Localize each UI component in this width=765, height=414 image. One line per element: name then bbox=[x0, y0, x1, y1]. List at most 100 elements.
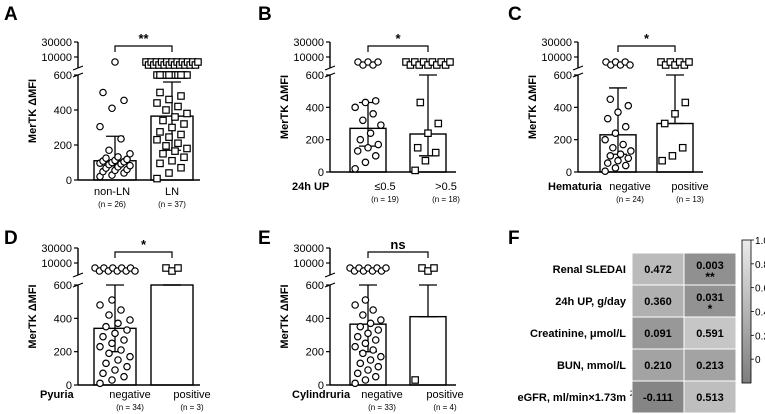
y-tick-label: 30000 bbox=[541, 37, 572, 49]
y-tick-label: 600 bbox=[54, 70, 72, 82]
data-point bbox=[177, 130, 185, 139]
data-point bbox=[165, 169, 173, 177]
data-point bbox=[366, 356, 375, 364]
cell-value: 0.210 bbox=[644, 360, 672, 372]
data-point bbox=[120, 96, 128, 105]
data-point bbox=[96, 301, 104, 309]
data-point bbox=[374, 58, 382, 66]
panel-label-F: F bbox=[508, 228, 520, 249]
data-point bbox=[431, 148, 440, 157]
category-label: >0.5 bbox=[435, 181, 457, 193]
category-label: negative bbox=[609, 181, 651, 193]
data-point bbox=[603, 114, 612, 123]
data-point bbox=[624, 101, 633, 110]
data-point bbox=[356, 135, 365, 144]
cell-value: 0.213 bbox=[696, 360, 724, 372]
y-axis-label: MerTK ΔMFI bbox=[279, 284, 291, 348]
y-tick-label: 600 bbox=[554, 70, 572, 82]
data-point bbox=[374, 362, 383, 371]
data-point bbox=[117, 135, 125, 143]
data-point bbox=[99, 88, 107, 97]
data-point bbox=[105, 349, 113, 358]
data-point bbox=[177, 71, 185, 79]
axis-break-mark bbox=[324, 272, 336, 278]
data-point bbox=[123, 362, 131, 371]
data-point bbox=[165, 133, 173, 141]
category-label: negative bbox=[361, 389, 403, 401]
data-point bbox=[165, 95, 173, 104]
significance-bracket bbox=[617, 45, 676, 52]
cell-value: 0.003 bbox=[696, 260, 724, 272]
data-point bbox=[369, 110, 377, 118]
data-point bbox=[668, 152, 677, 160]
row-label: 24h UP, g/day bbox=[555, 296, 627, 308]
data-point bbox=[111, 58, 119, 66]
data-point bbox=[606, 95, 615, 104]
heatmap-cell bbox=[683, 316, 737, 350]
colorbar-tick-label: 0.4 bbox=[755, 308, 765, 319]
bar-E-1 bbox=[409, 315, 447, 386]
data-point bbox=[416, 98, 425, 107]
data-point bbox=[601, 167, 609, 175]
data-point bbox=[371, 372, 380, 381]
cell-value: 0.472 bbox=[644, 264, 672, 276]
data-point bbox=[99, 369, 107, 378]
row-label: eGFR, ml/min×1.73m bbox=[517, 392, 626, 404]
data-point bbox=[371, 152, 380, 160]
data-point bbox=[351, 103, 359, 112]
data-point bbox=[96, 122, 104, 131]
data-point bbox=[626, 61, 634, 69]
heatmap-cell bbox=[631, 348, 685, 382]
data-point bbox=[374, 140, 383, 149]
data-point bbox=[364, 329, 372, 338]
data-point bbox=[413, 143, 422, 152]
data-point bbox=[162, 142, 170, 150]
data-point bbox=[168, 156, 176, 165]
y-tick-label: 0 bbox=[318, 167, 324, 179]
data-point bbox=[369, 306, 377, 314]
category-label: non-LN bbox=[94, 186, 130, 198]
data-point bbox=[99, 332, 107, 341]
y-axis-label: MerTK ΔMFI bbox=[27, 79, 39, 143]
row-label: Creatinine, μmol/L bbox=[530, 328, 626, 340]
n-label: (n = 13) bbox=[676, 195, 704, 204]
y-tick-label: 200 bbox=[306, 135, 324, 147]
data-point bbox=[105, 311, 113, 319]
data-point bbox=[364, 143, 372, 152]
data-point bbox=[120, 336, 128, 344]
y-tick-label: 10000 bbox=[541, 52, 572, 64]
data-point bbox=[117, 306, 125, 314]
category-label: positive bbox=[173, 389, 210, 401]
data-point bbox=[606, 152, 615, 160]
data-point bbox=[369, 346, 377, 354]
category-label: LN bbox=[165, 186, 179, 198]
colorbar-tick-label: 1.0 bbox=[755, 236, 765, 247]
data-point bbox=[424, 129, 432, 138]
significance-bracket bbox=[114, 45, 173, 52]
cell-value: -0.111 bbox=[643, 392, 673, 404]
data-point bbox=[159, 149, 167, 158]
y-tick-label: 30000 bbox=[41, 243, 72, 255]
y-tick-label: 30000 bbox=[293, 243, 324, 255]
bar-C-1 bbox=[656, 122, 694, 173]
data-point bbox=[105, 146, 113, 155]
row-label: BUN, mmol/L bbox=[557, 360, 626, 372]
cell-star: ** bbox=[705, 270, 715, 284]
n-label: (n = 3) bbox=[180, 403, 204, 412]
data-point bbox=[123, 155, 131, 164]
data-point bbox=[361, 98, 370, 107]
data-point bbox=[356, 322, 365, 331]
data-point bbox=[371, 336, 380, 344]
data-point bbox=[434, 119, 443, 128]
data-point bbox=[658, 156, 666, 165]
n-label: (n = 26) bbox=[98, 200, 126, 209]
data-point bbox=[177, 92, 185, 100]
n-label: (n = 24) bbox=[616, 195, 644, 204]
y-tick-label: 200 bbox=[54, 140, 72, 152]
data-point bbox=[120, 372, 128, 381]
data-point bbox=[114, 153, 122, 161]
data-point bbox=[123, 326, 131, 334]
data-point bbox=[660, 119, 669, 128]
data-point bbox=[619, 140, 627, 149]
y-tick-label: 0 bbox=[66, 175, 72, 187]
